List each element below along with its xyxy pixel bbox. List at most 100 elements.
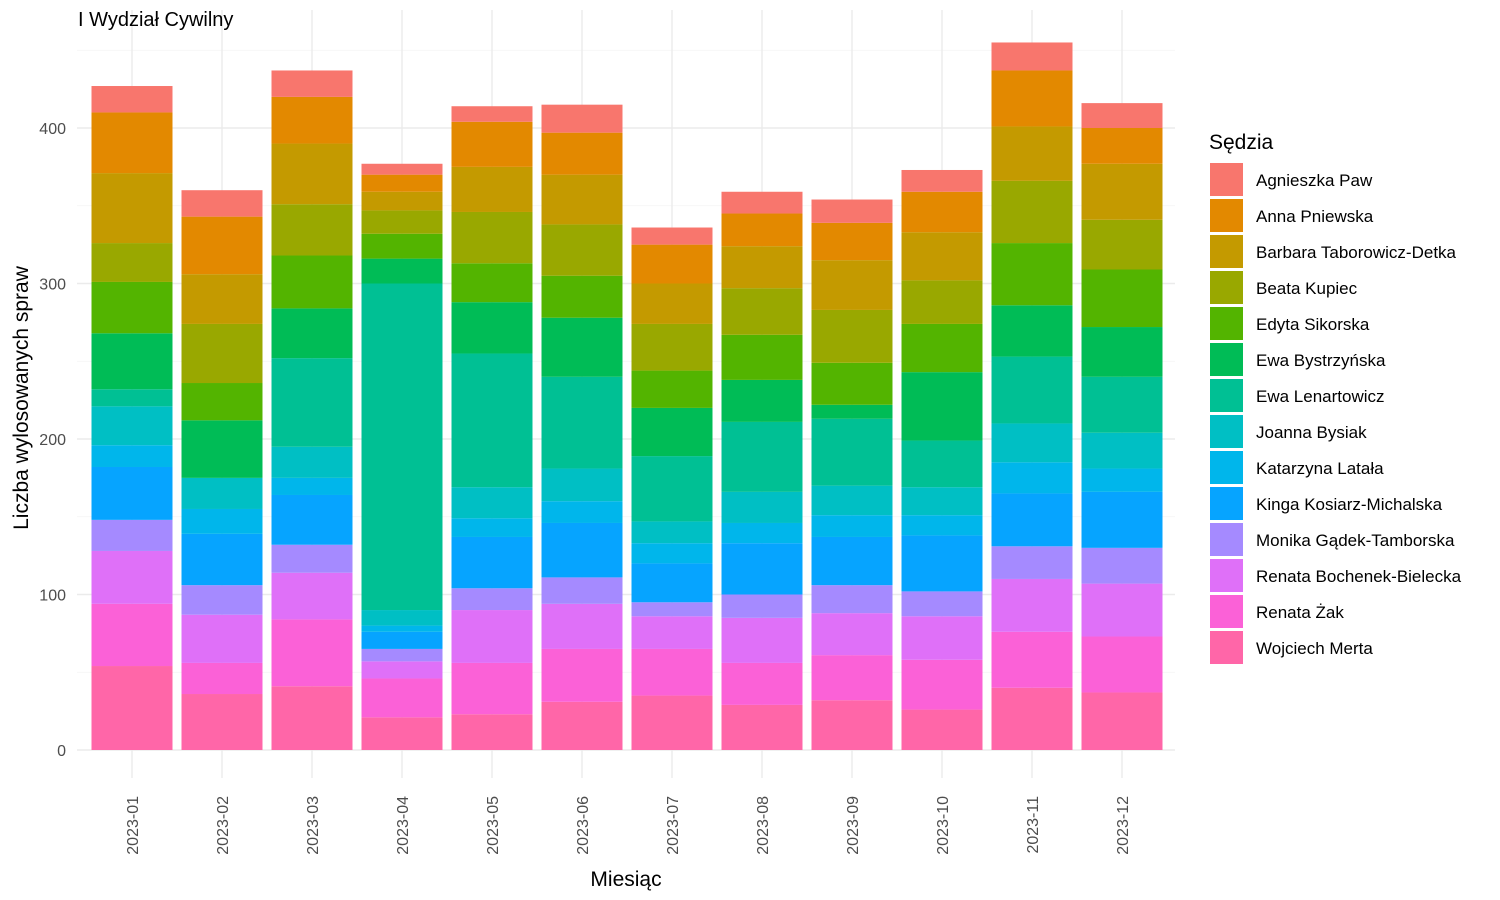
bar-segment (991, 462, 1073, 494)
bar-segment (181, 662, 263, 695)
bar-segment (181, 190, 263, 217)
legend-swatch (1210, 343, 1243, 376)
bar-segment (631, 456, 713, 522)
bar-segment (991, 493, 1073, 547)
legend-swatch (1210, 415, 1243, 448)
bar-segment (91, 466, 173, 520)
bar-segment (451, 487, 533, 519)
bar-segment (811, 585, 893, 614)
legend: Sędzia Agnieszka Paw Anna Pniewska Barbara… (1209, 131, 1462, 664)
bar-segment (631, 648, 713, 696)
legend-label: Kinga Kosiarz-Michalska (1256, 495, 1443, 514)
bar-segment (361, 648, 443, 662)
bar-segment (901, 659, 983, 710)
legend-swatch (1210, 379, 1243, 412)
bar-segment (721, 191, 803, 214)
bar-segment (991, 305, 1073, 357)
bar-segment (361, 631, 443, 649)
bar-segment (451, 536, 533, 589)
bar-segment (811, 418, 893, 486)
legend-swatch (1210, 559, 1243, 592)
chart-title: I Wydział Cywilny (78, 9, 233, 31)
bar-segment (451, 106, 533, 122)
bar-segment (901, 169, 983, 192)
x-tick-label: 2023-02 (215, 796, 232, 855)
legend-label: Monika Gądek-Tamborska (1256, 531, 1455, 550)
y-tick-label: 400 (39, 121, 66, 138)
bar-segment (631, 407, 713, 457)
legend-label: Anna Pniewska (1256, 207, 1374, 226)
bar-segment (1081, 583, 1163, 637)
bar-segment (361, 163, 443, 175)
bar-segment (1081, 692, 1163, 750)
bar-segment (451, 662, 533, 715)
y-tick-label: 300 (39, 277, 66, 294)
bar-segment (811, 404, 893, 419)
bar-segment (271, 686, 353, 750)
bar-segment (991, 578, 1073, 632)
bar-segment (991, 546, 1073, 579)
bar-segment (91, 389, 173, 407)
legend-label: Agnieszka Paw (1256, 171, 1373, 190)
bar-segment (271, 70, 353, 97)
bar-segment (991, 243, 1073, 306)
bar-segment (631, 563, 713, 603)
bar-segment (181, 383, 263, 421)
bar-segment (1081, 327, 1163, 377)
bar-segment (811, 613, 893, 656)
x-tick-label: 2023-03 (305, 796, 322, 855)
bar-segment (541, 317, 623, 377)
bar-segment (361, 678, 443, 718)
bar-segment (811, 362, 893, 405)
bar-segment (721, 288, 803, 335)
bar-segment (361, 625, 443, 632)
bar-segment (181, 508, 263, 534)
bar-segment (901, 191, 983, 233)
bar-segment (361, 191, 443, 211)
x-tick-label: 2023-10 (935, 796, 952, 855)
bar-segment (901, 709, 983, 750)
bar-segment (91, 281, 173, 334)
bar-segment (181, 533, 263, 586)
bar-segment (811, 485, 893, 516)
legend-label: Renata Bochenek-Bielecka (1256, 567, 1462, 586)
bar-segment (991, 126, 1073, 181)
bar-segment (1081, 432, 1163, 469)
y-axis-title: Liczba wylosowanych spraw (10, 265, 33, 530)
legend-swatch (1210, 199, 1243, 232)
bar-segment (91, 445, 173, 467)
bar-segment (451, 588, 533, 611)
bar-segment (721, 543, 803, 595)
legend-label: Beata Kupiec (1256, 279, 1358, 298)
bar-segment (541, 701, 623, 750)
bar-segment (721, 421, 803, 492)
bar-segment (451, 610, 533, 663)
bar-segment (991, 423, 1073, 463)
bar-segment (541, 275, 623, 318)
bar-segment (91, 86, 173, 113)
bar-segment (901, 616, 983, 660)
bar-segment (361, 174, 443, 192)
bar-segment (541, 174, 623, 225)
bar-segment (181, 694, 263, 750)
bar-segment (181, 274, 263, 324)
bar-segment (1081, 376, 1163, 433)
bar-segment (991, 631, 1073, 688)
bar-segment (271, 358, 353, 447)
bar-segment (91, 550, 173, 604)
bar-segment (901, 440, 983, 488)
bar-segment (541, 522, 623, 578)
bar-segment (181, 477, 263, 509)
bar-segment (901, 232, 983, 281)
bar-segment (91, 406, 173, 446)
bar-segment (361, 233, 443, 259)
bar-segment (901, 515, 983, 536)
bar-segment (631, 244, 713, 284)
bar-segment (271, 446, 353, 478)
y-tick-labels: 0 100 200 300 400 (39, 121, 66, 760)
bar-segment (721, 662, 803, 705)
bar-segment (721, 491, 803, 523)
bar-segment (541, 648, 623, 702)
legend-label: Joanna Bysiak (1256, 423, 1367, 442)
